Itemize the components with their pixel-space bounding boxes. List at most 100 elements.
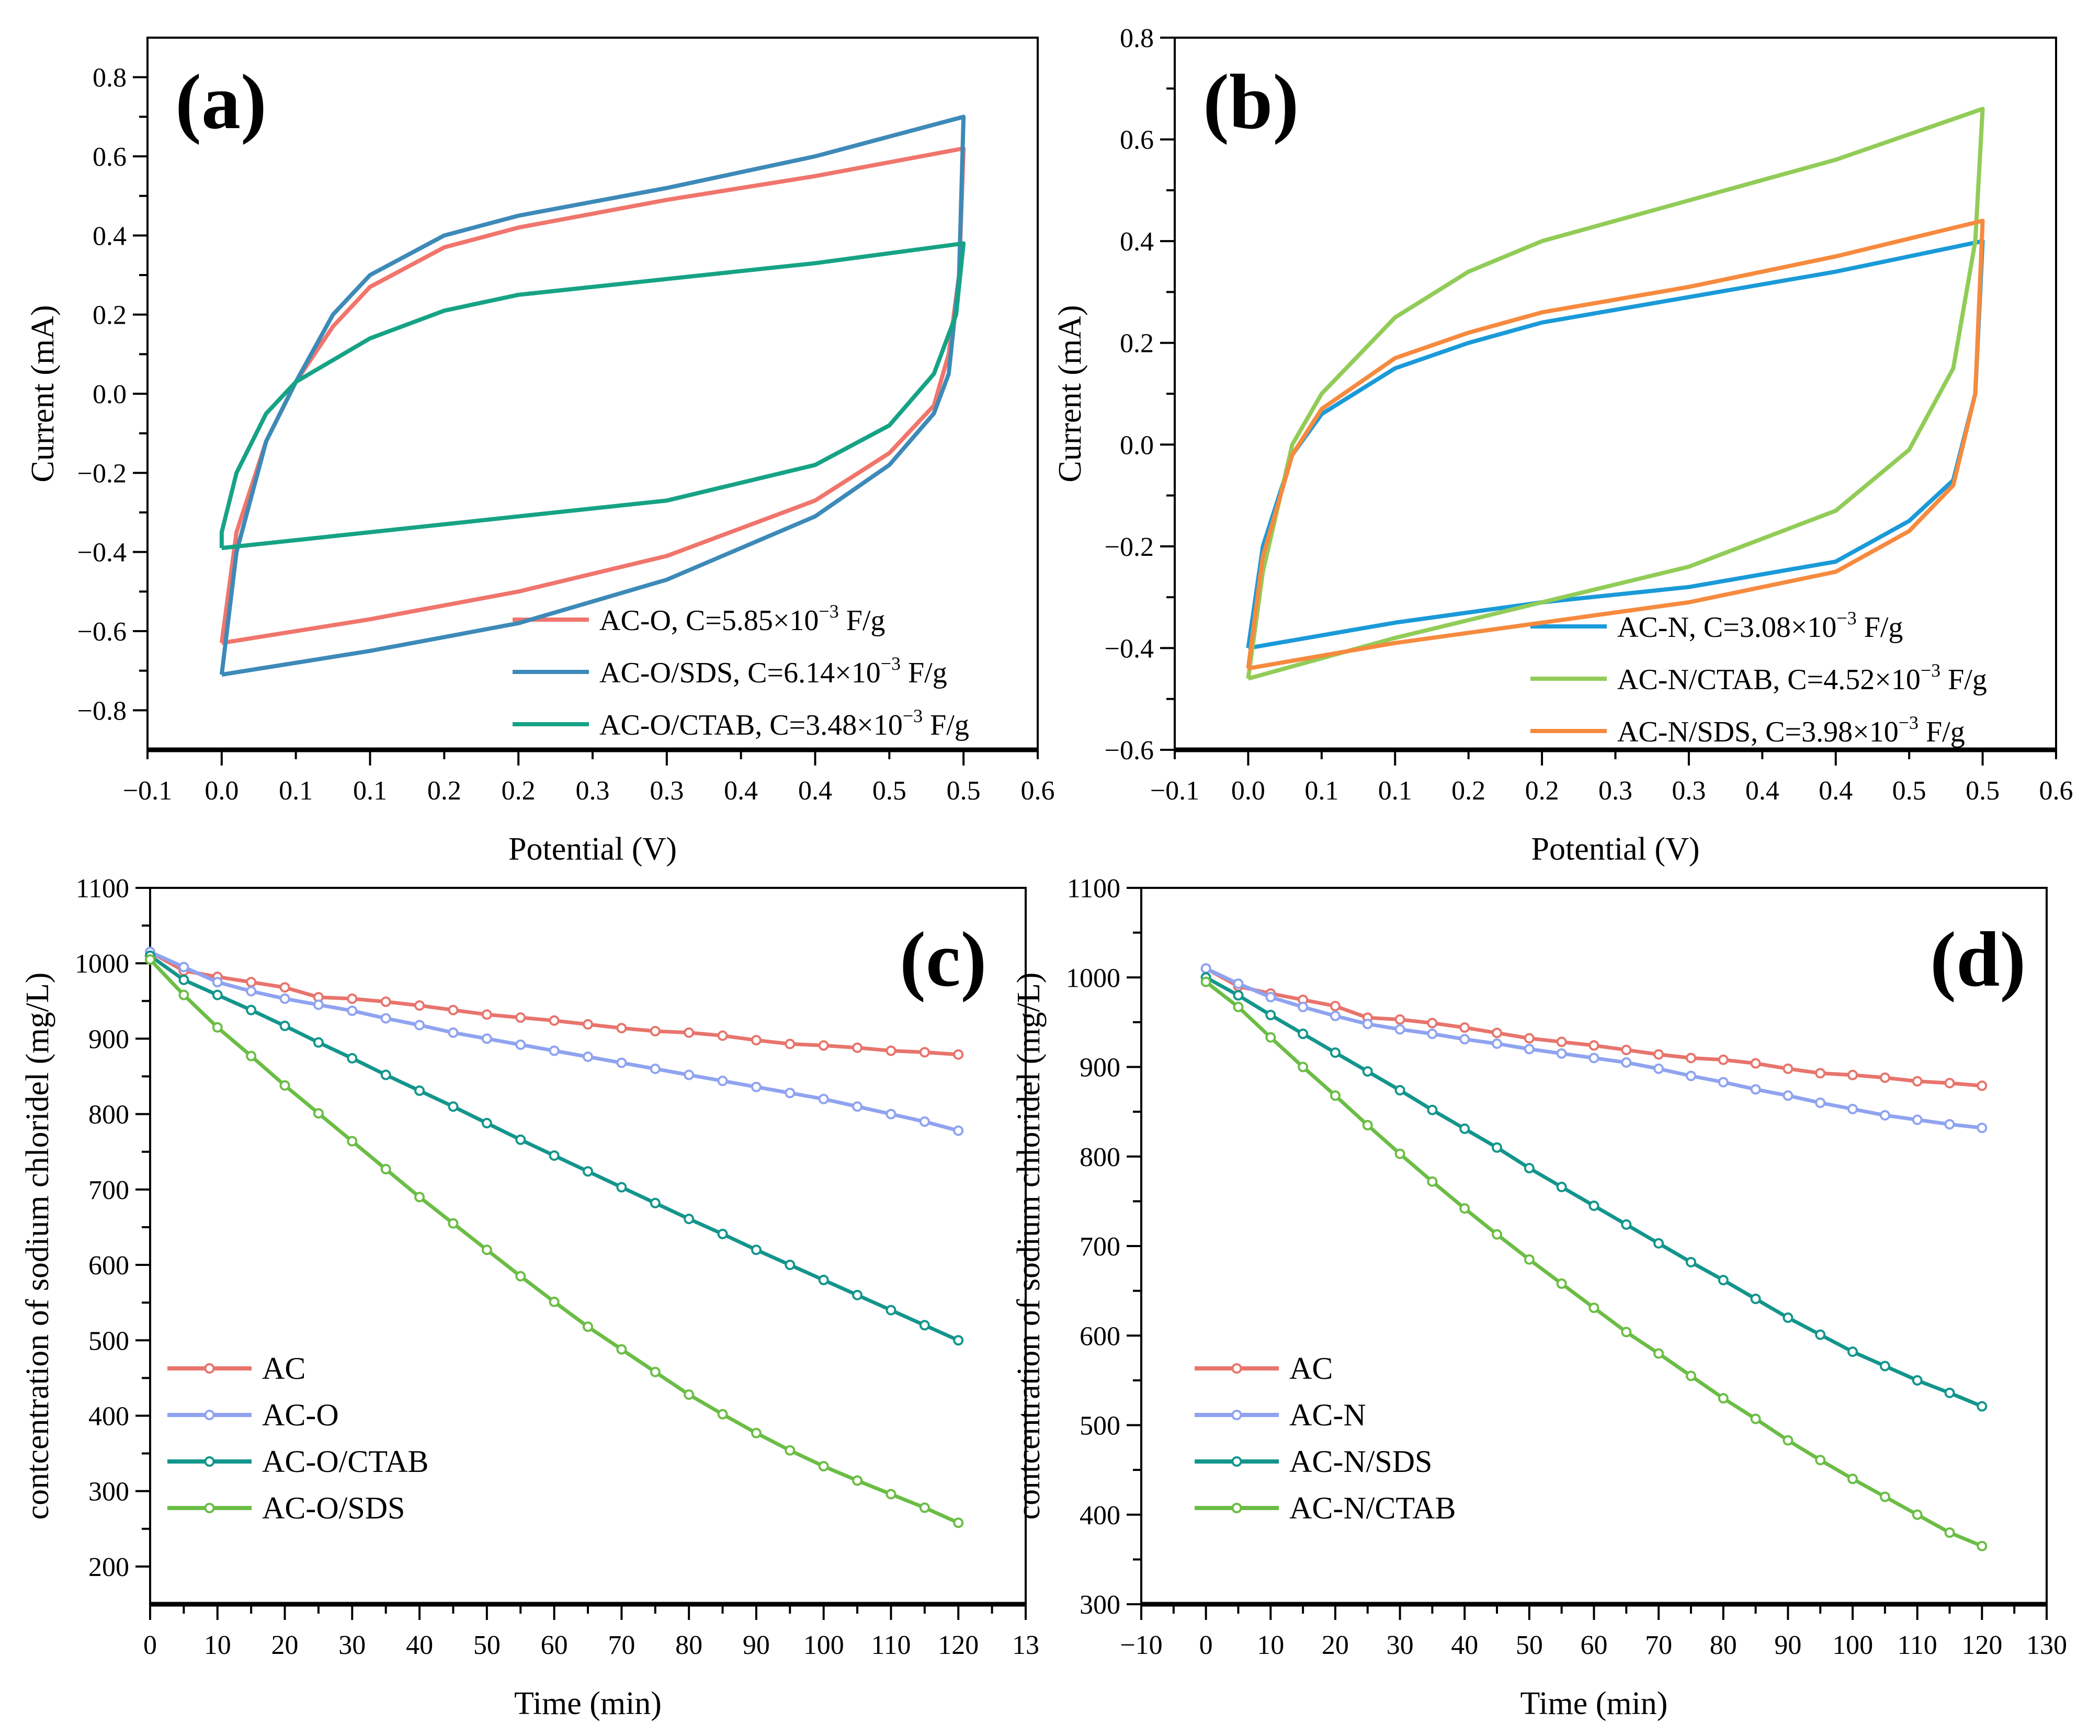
data-point [684,1214,695,1225]
series-line [219,146,966,645]
data-point [751,1035,762,1046]
x-tick-label: 0.1 [1304,776,1338,806]
data-point [1847,1069,1858,1080]
x-tick-label: 0 [1199,1630,1213,1660]
x-tick-label: 30 [1387,1630,1414,1660]
panel-label: (a) [175,59,267,145]
data-point [1233,990,1244,1001]
y-tick-label: −0.6 [1105,736,1154,766]
y-tick-label: −0.6 [77,617,127,647]
panel-c: 0 10 20 30 40 50 60 70 80 90 100 110 120 13 1100 1000 90… [20,874,1039,1721]
data-point [1977,1080,1988,1091]
y-tick-label: 0.8 [1120,24,1154,53]
x-tick-label: 60 [1581,1630,1608,1660]
data-point [1459,1022,1470,1033]
data-point [1653,1049,1664,1060]
y-tick-label: −0.2 [1105,532,1154,562]
data-point [1459,1034,1470,1045]
data-point [380,996,391,1007]
data-point [919,1320,930,1331]
data-point [1588,1053,1599,1064]
panel-label: (b) [1203,59,1299,145]
x-tick-label: 20 [271,1630,299,1660]
data-point [1200,976,1211,987]
data-point [684,1027,695,1038]
data-point [1653,1348,1664,1359]
x-tick-label: 110 [1898,1630,1937,1660]
data-point [414,1020,425,1031]
y-tick-label: 0.0 [1120,430,1154,460]
data-point [1588,1303,1599,1314]
panel-b: −0.1 0.0 0.1 0.1 0.2 0.2 0.3 0.3 0.4 0.4 0.5 0.5 0.6… [1052,24,2073,867]
y-tick-label: 0.2 [1120,329,1154,359]
data-point [380,1013,391,1024]
series-line [1246,239,1985,650]
data-point [1685,1370,1696,1381]
data-point [549,1045,560,1056]
series-ac-o [145,946,964,1136]
data-point [717,1030,728,1041]
legend-label: AC [1289,1351,1333,1386]
data-point [1977,1401,1988,1412]
y-tick-label: −0.4 [77,538,127,568]
legend-marker [204,1410,215,1420]
data-point [414,1192,425,1203]
series-ac [145,946,964,1060]
x-tick-label: 0.6 [1021,776,1055,806]
data-point [145,954,155,965]
data-point [178,974,189,985]
data-point [313,1108,324,1119]
data-point [1492,1038,1503,1049]
x-tick-label: −10 [1120,1630,1162,1660]
data-point [785,1038,796,1049]
legend-marker [204,1456,215,1467]
data-point [1362,1120,1373,1130]
y-tick-label: 300 [88,1477,129,1507]
x-axis-label: Time (min) [514,1686,662,1721]
data-point [1783,1435,1793,1446]
y-tick-label: −0.4 [1105,634,1154,664]
y-tick-label: 800 [1080,1143,1120,1172]
y-tick-label: 1100 [76,874,129,904]
data-point [1265,1010,1276,1021]
data-point [616,1182,627,1193]
data-point [1750,1058,1761,1069]
data-point [583,1321,593,1332]
legend-item: AC-N/SDS, C=3.98×10−3 F/g [1530,712,1965,748]
data-point [1912,1076,1923,1087]
data-point [481,1117,492,1128]
data-point [953,1335,964,1346]
legend-item: AC-O/SDS, C=6.14×10−3 F/g [513,653,947,689]
series-ac [1200,963,1988,1091]
y-tick-label: 400 [88,1401,129,1431]
data-point [1750,1413,1761,1424]
legend-name: AC-N [1289,1398,1366,1432]
x-tick-label: 0.6 [2039,776,2073,806]
data-point [448,1101,459,1112]
panel-a: −0.1 0.0 0.1 0.1 0.2 0.2 0.3 0.3 0.4 0.4 0.5 0.5 0.6… [25,37,1055,867]
data-point [785,1260,796,1271]
series-ac-o [219,146,966,645]
data-point [953,1517,964,1528]
data-point [246,977,257,988]
y-tick-label: 200 [88,1552,129,1582]
data-point [347,993,358,1004]
panel-label: (c) [900,916,986,1003]
y-tick-label: 1000 [75,949,129,979]
data-point [1912,1114,1923,1125]
data-point [717,1409,728,1420]
data-point [1847,1346,1858,1357]
x-tick-label: 70 [1645,1630,1672,1660]
x-tick-label: 0.1 [353,776,387,806]
y-tick-label: 0.0 [93,380,127,409]
data-point [616,1023,627,1034]
legend-name: AC-N/CTAB, C=4.52×10 [1617,664,1921,696]
data-point [684,1069,695,1080]
data-point [583,1166,593,1177]
x-tick-label: 20 [1322,1630,1349,1660]
legend-exponent: −3 [903,705,923,726]
series-line [219,241,966,551]
y-tick-label: 0.4 [1120,227,1154,257]
data-point [212,989,223,1000]
series-ac-n-sds [1200,972,1988,1412]
